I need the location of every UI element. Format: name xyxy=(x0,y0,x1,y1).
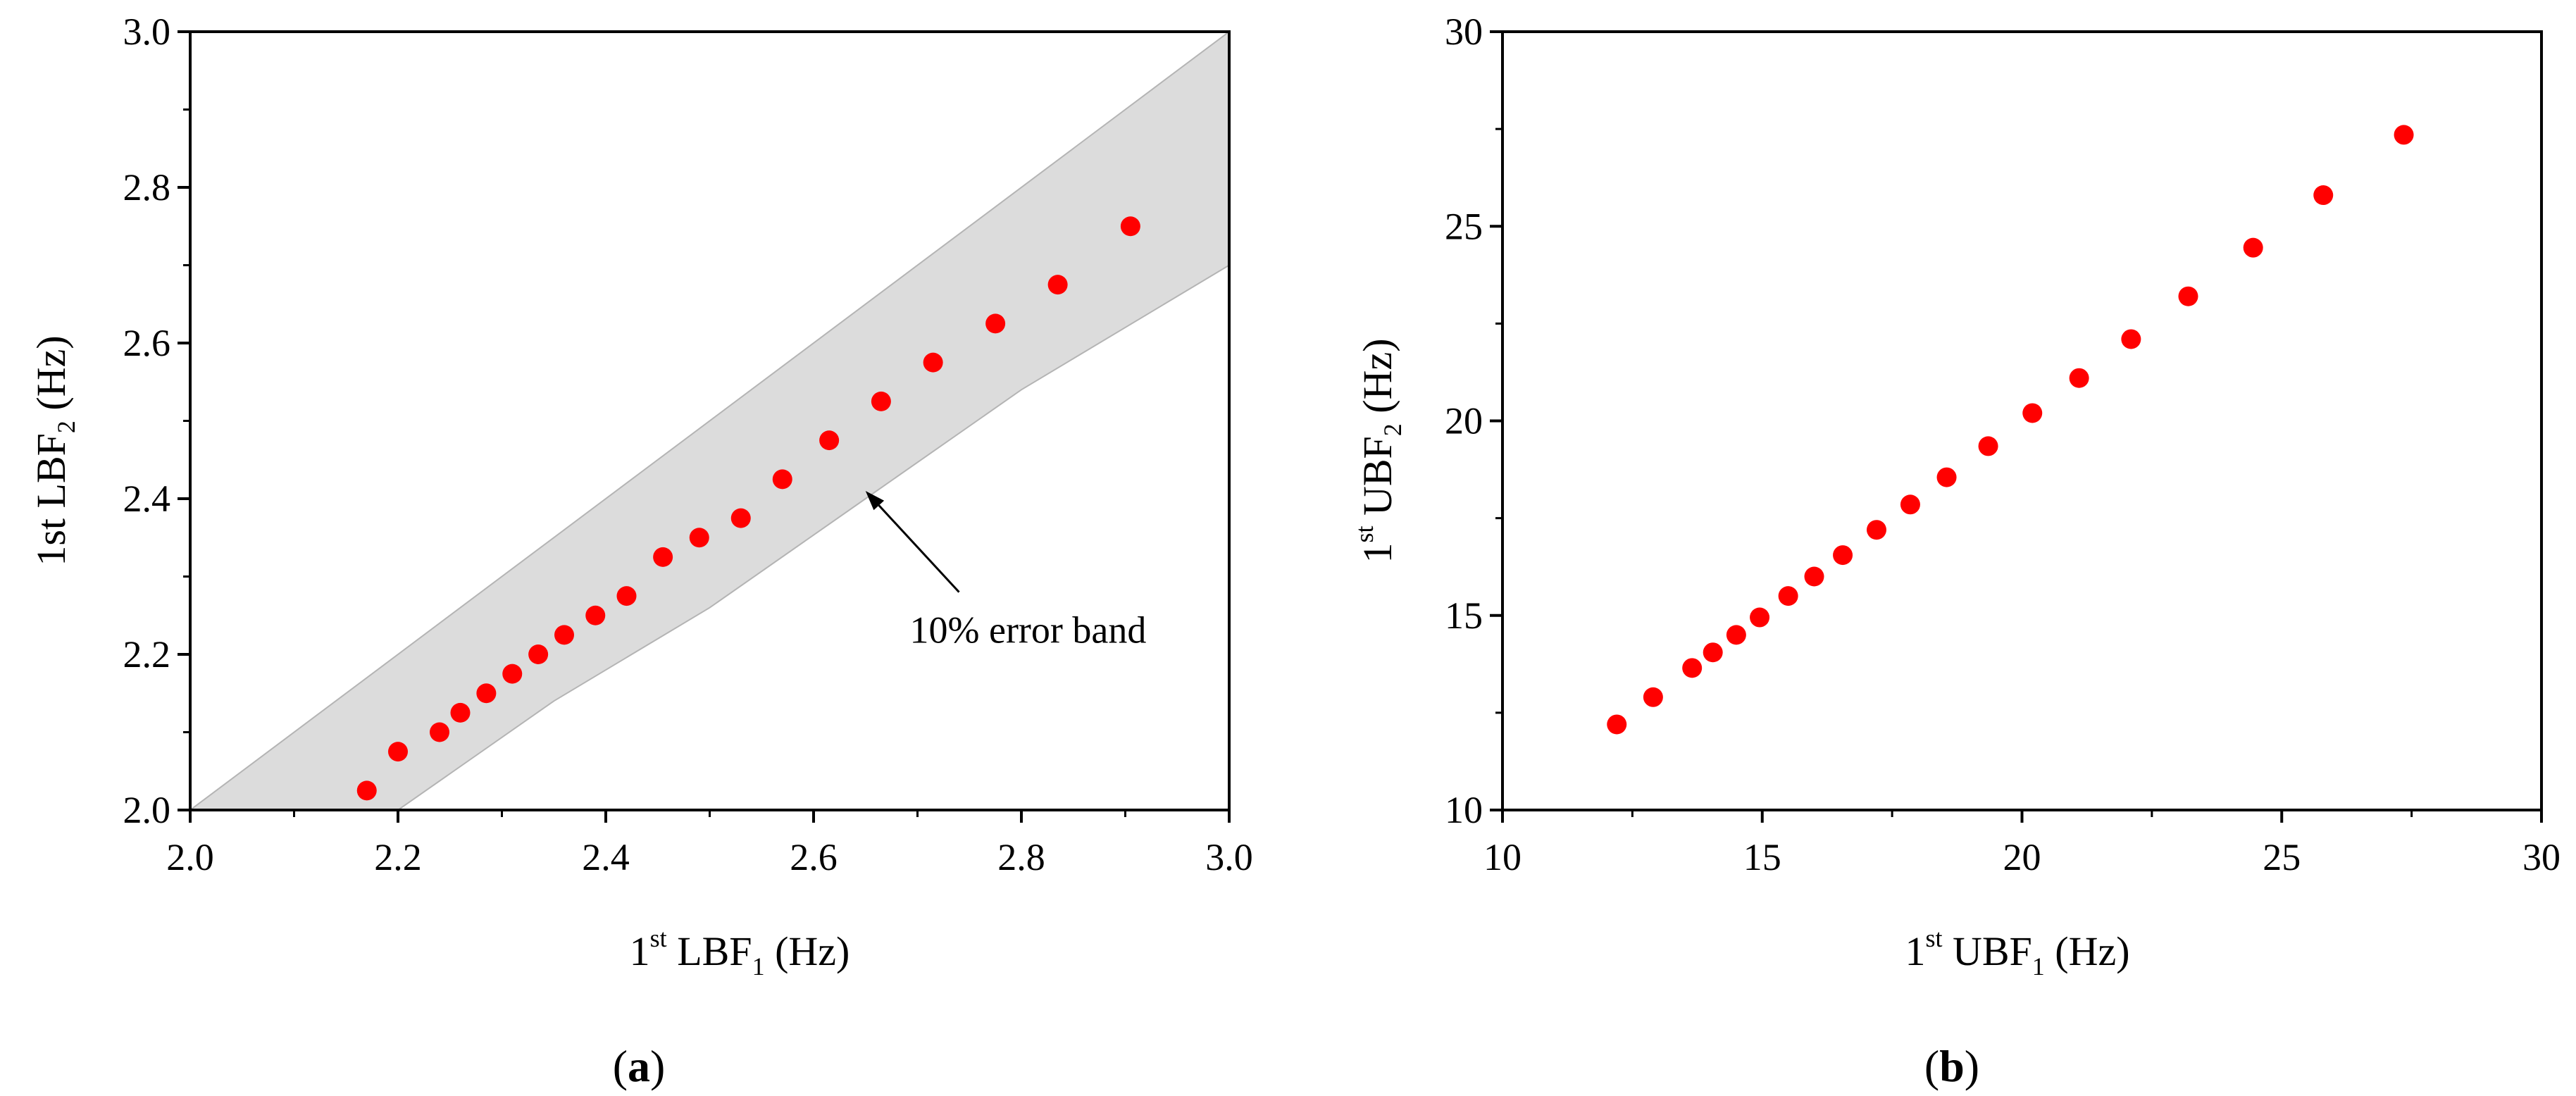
data-point xyxy=(730,508,751,528)
data-point xyxy=(2022,403,2043,423)
a-plot-frame xyxy=(189,30,1231,811)
y-tick-label: 2.4 xyxy=(123,478,171,520)
a-y-tick-labels: 2.0 2.2 2.4 2.6 2.8 3.0 xyxy=(123,11,171,831)
x-tick-label: 3.0 xyxy=(1205,836,1253,878)
data-point xyxy=(1726,625,1746,645)
b-x-axis-title: 1st UBF1 (Hz) xyxy=(1905,924,2129,980)
data-point xyxy=(1750,607,1770,628)
panel-b-chart: 10 15 20 25 30 10 15 20 25 30 1st UBF1 (Hz) 1st … xyxy=(1350,11,2561,1091)
a-data-points xyxy=(356,216,1140,801)
data-point xyxy=(1682,658,1703,678)
b-data-points xyxy=(1607,125,2414,735)
data-point xyxy=(554,625,574,645)
data-point xyxy=(1833,545,1853,566)
data-point xyxy=(1703,642,1723,663)
b-y-tick-labels: 10 15 20 25 30 xyxy=(1445,11,1483,831)
b-y-axis-title: 1st UBF2 (Hz) xyxy=(1350,338,1407,563)
data-point xyxy=(1120,216,1140,237)
panel-a-chart: 2.0 2.2 2.4 2.6 2.8 3.0 2.0 2.2 2.4 2.6 2.8 3.0 10… xyxy=(28,11,1253,1091)
x-tick-label: 2.0 xyxy=(166,836,214,878)
data-point xyxy=(450,702,471,723)
data-point xyxy=(819,430,840,451)
x-tick-label: 2.4 xyxy=(582,836,630,878)
data-point xyxy=(1607,714,1627,735)
data-point xyxy=(2243,237,2263,258)
y-tick-label: 15 xyxy=(1445,594,1483,637)
data-point xyxy=(772,469,792,490)
data-point xyxy=(1778,586,1798,606)
data-point xyxy=(430,722,449,742)
data-point xyxy=(985,313,1006,334)
data-point xyxy=(356,780,377,801)
x-tick-label: 25 xyxy=(2263,836,2301,878)
data-point xyxy=(2313,185,2334,206)
data-point xyxy=(2121,329,2141,349)
data-point xyxy=(653,547,673,567)
data-point xyxy=(1047,275,1068,295)
data-point xyxy=(1936,467,1957,487)
y-tick-label: 2.2 xyxy=(123,633,171,675)
a-annotation-arrow xyxy=(878,504,960,593)
data-point xyxy=(923,352,943,373)
y-tick-label: 3.0 xyxy=(123,11,171,53)
y-tick-label: 10 xyxy=(1445,789,1483,831)
data-point xyxy=(502,664,523,684)
data-point xyxy=(585,605,606,625)
b-panel-label: (b) xyxy=(1924,1041,1979,1091)
data-point xyxy=(528,644,549,664)
x-tick-label: 30 xyxy=(2522,836,2561,878)
data-point xyxy=(1804,566,1824,587)
y-tick-label: 2.6 xyxy=(123,322,171,364)
data-point xyxy=(476,683,497,704)
data-point xyxy=(1978,436,1998,456)
error-band-area xyxy=(187,30,1230,811)
a-major-ticks xyxy=(178,30,1231,823)
data-point xyxy=(2069,368,2089,388)
y-tick-label: 25 xyxy=(1445,205,1483,247)
data-point xyxy=(388,742,408,762)
data-point xyxy=(2394,125,2414,145)
data-point xyxy=(616,586,637,606)
a-annotation-arrowhead xyxy=(865,490,885,511)
x-tick-label: 10 xyxy=(1483,836,1522,878)
x-tick-label: 2.6 xyxy=(790,836,838,878)
data-point xyxy=(1867,520,1886,540)
data-point xyxy=(871,391,891,411)
x-tick-label: 15 xyxy=(1743,836,1781,878)
a-x-tick-labels: 2.0 2.2 2.4 2.6 2.8 3.0 xyxy=(166,836,1253,878)
data-point xyxy=(689,528,709,548)
a-x-axis-title: 1st LBF1 (Hz) xyxy=(630,924,850,980)
a-annotation-label: 10% error band xyxy=(910,609,1147,652)
y-tick-label: 30 xyxy=(1445,11,1483,53)
b-plot-frame xyxy=(1501,30,2543,811)
x-tick-label: 20 xyxy=(2003,836,2041,878)
a-panel-label: (a) xyxy=(613,1041,666,1091)
x-tick-label: 2.2 xyxy=(374,836,422,878)
y-tick-label: 2.8 xyxy=(123,166,171,208)
x-tick-label: 2.8 xyxy=(997,836,1045,878)
data-point xyxy=(2178,286,2198,306)
data-point xyxy=(1643,687,1663,707)
y-tick-label: 2.0 xyxy=(123,789,171,831)
a-error-band xyxy=(187,30,1230,811)
data-point xyxy=(1900,494,1920,515)
b-x-tick-labels: 10 15 20 25 30 xyxy=(1483,836,2561,878)
a-y-axis-title: 1st LBF2 (Hz) xyxy=(28,335,80,566)
y-tick-label: 20 xyxy=(1445,400,1483,442)
b-major-ticks xyxy=(1490,30,2543,823)
